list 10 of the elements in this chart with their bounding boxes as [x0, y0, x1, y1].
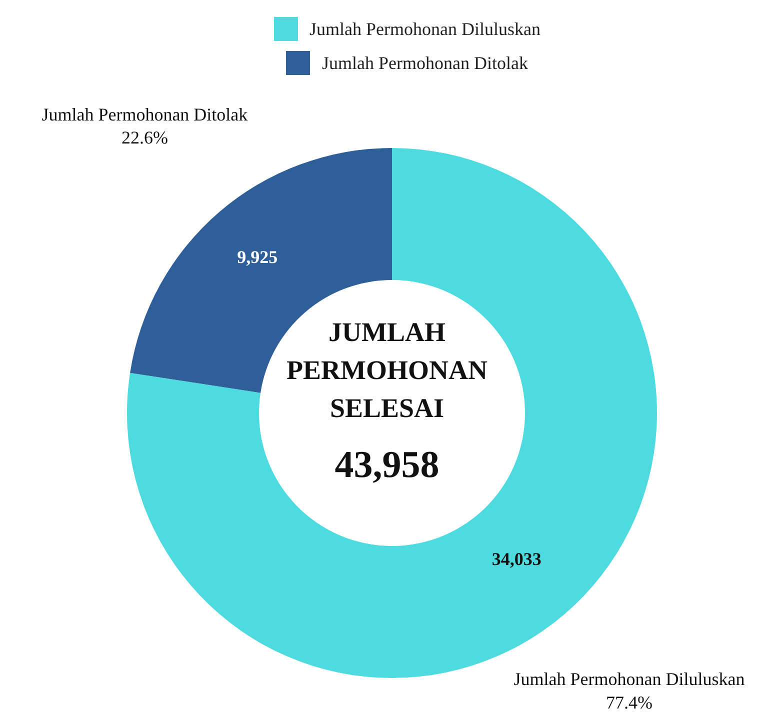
data-label: 9,925 [237, 247, 278, 267]
text: 77.4% [606, 692, 653, 712]
slice-label: Jumlah Permohonan Diluluskan [514, 668, 745, 689]
data-label: 34,033 [492, 549, 542, 569]
text: 43,958 [334, 443, 440, 487]
text: 22.6% [121, 128, 168, 148]
text: JUMLAH PERMOHONAN SELESAI [286, 316, 488, 425]
legend-label: Jumlah Permohonan Diluluskan [310, 18, 540, 40]
slice-label: Jumlah Permohonan Ditolak [42, 104, 248, 124]
legend-label: Jumlah Permohonan Ditolak [322, 52, 528, 74]
